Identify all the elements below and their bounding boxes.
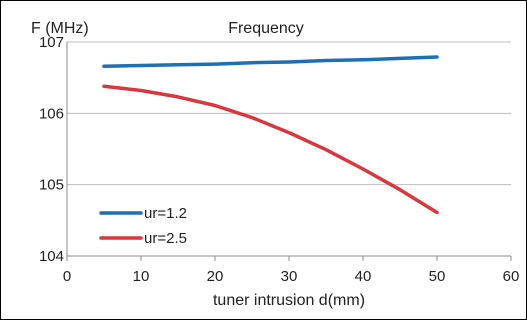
- x-tick-label: 50: [429, 268, 446, 285]
- legend-label: ur=2.5: [144, 230, 187, 247]
- y-tick-label: 104: [39, 248, 64, 265]
- chart-title: Frequency: [228, 20, 304, 37]
- x-tick-label: 60: [503, 268, 520, 285]
- axes: 104 105 106 107 0 10 20 30 40 50 60: [39, 34, 519, 285]
- y-tick-label: 107: [39, 34, 64, 51]
- y-axis-title: F (MHz): [31, 20, 89, 37]
- legend-label: ur=1.2: [144, 205, 187, 222]
- x-tick-label: 10: [133, 268, 150, 285]
- x-tick-label: 0: [63, 268, 71, 285]
- y-tick-label: 106: [39, 105, 64, 122]
- legend: ur=1.2 ur=2.5: [99, 205, 187, 247]
- x-tick-label: 20: [207, 268, 224, 285]
- x-tick-label: 40: [355, 268, 372, 285]
- series-line-2: [102, 84, 439, 215]
- x-tick-label: 30: [281, 268, 298, 285]
- series: [102, 55, 439, 215]
- y-tick-label: 105: [39, 177, 64, 194]
- series-line-1: [102, 55, 439, 69]
- grid: [67, 41, 511, 186]
- x-axis-title: tuner intrusion d(mm): [213, 292, 365, 309]
